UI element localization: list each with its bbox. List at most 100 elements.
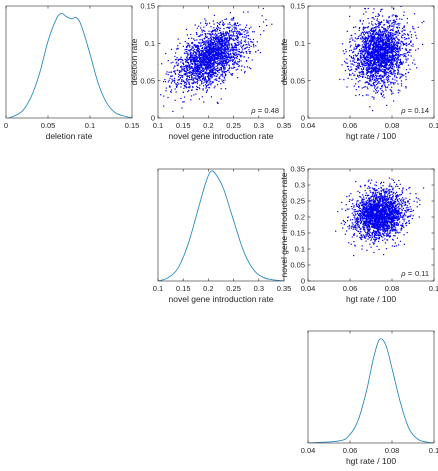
scatter-point: [408, 38, 410, 40]
scatter-point: [368, 49, 370, 51]
scatter-point: [371, 17, 373, 19]
scatter-point: [354, 40, 356, 42]
scatter-point: [218, 39, 220, 41]
scatter-point: [373, 75, 375, 77]
scatter-point: [345, 62, 347, 64]
scatter-point: [379, 62, 381, 65]
scatter-point: [184, 81, 187, 83]
scatter-point: [372, 44, 374, 46]
scatter-point: [381, 45, 383, 47]
scatter-point: [372, 55, 374, 57]
scatter-point: [412, 27, 414, 29]
scatter-point: [374, 78, 376, 80]
scatter-point: [367, 70, 369, 72]
scatter-point: [397, 68, 399, 71]
scatter-point: [394, 49, 397, 51]
scatter-point: [353, 60, 355, 62]
scatter-point: [195, 78, 198, 80]
scatter-point: [367, 71, 369, 74]
scatter-point: [182, 101, 184, 103]
scatter-point: [228, 60, 230, 63]
scatter-point: [369, 34, 371, 36]
scatter-point: [353, 26, 355, 29]
scatter-point: [220, 88, 222, 90]
scatter-point: [384, 41, 386, 43]
scatter-point: [353, 64, 355, 66]
scatter-point: [238, 48, 240, 50]
scatter-point: [224, 46, 226, 48]
scatter-point: [204, 37, 206, 39]
scatter-point: [379, 36, 382, 38]
scatter-point: [400, 194, 403, 196]
scatter-point: [372, 70, 374, 72]
scatter-point: [390, 65, 392, 67]
scatter-point: [389, 75, 391, 77]
scatter-point: [382, 225, 384, 227]
scatter-point: [201, 78, 204, 81]
scatter-point: [358, 94, 361, 96]
scatter-point: [391, 93, 393, 95]
scatter-point: [349, 40, 351, 43]
scatter-point: [390, 62, 393, 64]
scatter-point: [239, 33, 241, 35]
scatter-point: [221, 32, 223, 34]
scatter-point: [208, 63, 210, 66]
scatter-point: [374, 88, 377, 91]
scatter-point: [384, 38, 386, 40]
scatter-point: [252, 43, 255, 45]
scatter-point: [231, 17, 233, 20]
scatter-point: [381, 8, 383, 10]
scatter-point: [218, 41, 220, 43]
scatter-point: [216, 61, 219, 63]
scatter-point: [210, 73, 212, 75]
scatter-point: [385, 224, 387, 227]
scatter-point: [378, 42, 380, 44]
scatter-point: [389, 217, 391, 219]
scatter-point: [377, 78, 380, 80]
scatter-point: [377, 13, 379, 15]
scatter-point: [384, 63, 386, 65]
scatter-point: [362, 95, 364, 97]
scatter-point: [408, 43, 410, 46]
scatter-point: [220, 34, 222, 37]
scatter-point: [392, 19, 395, 22]
scatter-point: [396, 77, 398, 79]
scatter-point: [364, 49, 366, 52]
scatter-point: [357, 204, 360, 206]
scatter-point: [360, 196, 362, 198]
scatter-point: [383, 59, 385, 61]
scatter-point: [391, 15, 393, 17]
scatter-point: [174, 55, 176, 58]
scatter-point: [394, 76, 396, 78]
scatter-point: [364, 58, 366, 60]
scatter-point: [209, 61, 211, 64]
scatter-point: [231, 46, 234, 48]
scatter-point: [190, 54, 192, 56]
scatter-point: [363, 54, 365, 56]
scatter-point: [373, 33, 375, 35]
scatter-point: [341, 43, 344, 45]
scatter-point: [223, 63, 226, 65]
scatter-point: [241, 51, 243, 53]
scatter-point: [353, 209, 355, 211]
scatter-point: [360, 38, 362, 40]
scatter-point: [357, 59, 360, 61]
scatter-point: [387, 58, 389, 61]
scatter-point: [352, 214, 354, 216]
scatter-point: [375, 71, 377, 73]
scatter-point: [194, 69, 196, 71]
scatter-point: [223, 66, 225, 68]
scatter-point: [193, 45, 195, 47]
scatter-point: [361, 52, 363, 54]
scatter-point: [192, 49, 194, 52]
scatter-point: [245, 35, 248, 37]
scatter-point: [206, 68, 209, 70]
scatter-point: [198, 76, 200, 78]
scatter-point: [187, 49, 190, 51]
scatter-point: [368, 40, 370, 43]
scatter-point: [415, 49, 417, 51]
scatter-point: [241, 50, 243, 52]
scatter-point: [240, 43, 242, 45]
scatter-point: [396, 15, 399, 17]
scatter-point: [369, 64, 371, 66]
